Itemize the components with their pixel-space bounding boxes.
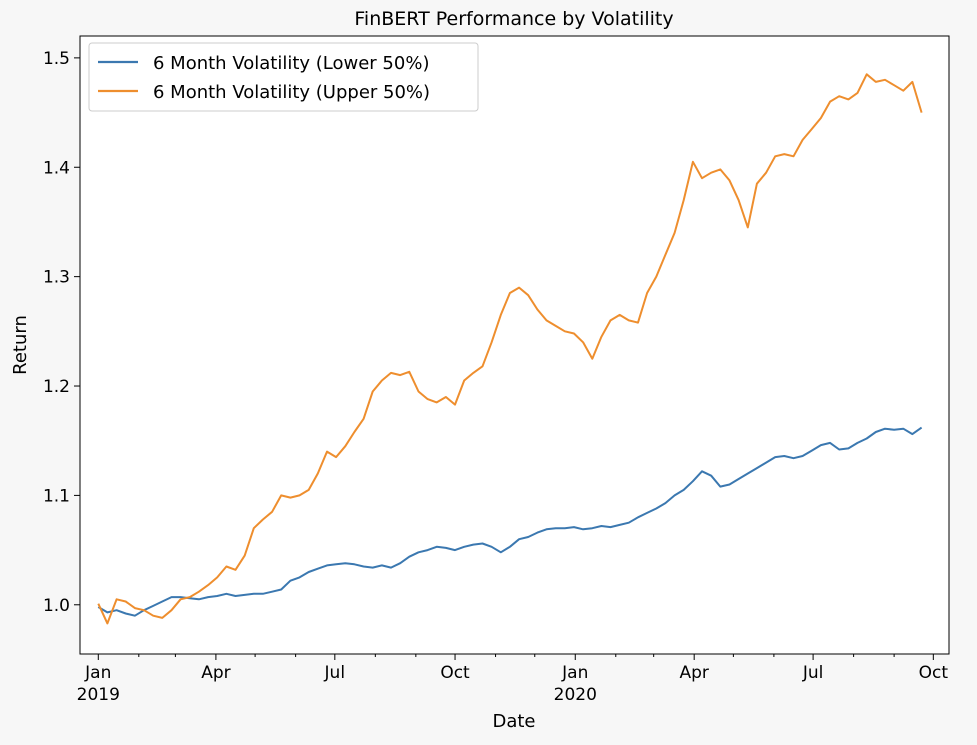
x-tick-label: Jul bbox=[802, 663, 824, 683]
x-tick-label: Apr bbox=[201, 663, 230, 683]
x-tick-label: Oct bbox=[919, 663, 949, 683]
x-tick-label: Oct bbox=[440, 663, 470, 683]
y-tick-label: 1.1 bbox=[43, 486, 70, 506]
y-axis: 1.0 1.1 1.2 1.3 1.4 1.5 bbox=[43, 49, 80, 616]
legend-label-1: 6 Month Volatility (Upper 50%) bbox=[153, 82, 430, 103]
x-axis-label: Date bbox=[492, 711, 535, 732]
series-line-1 bbox=[97, 73, 923, 625]
legend-label-0: 6 Month Volatility (Lower 50%) bbox=[153, 53, 429, 74]
y-tick-label: 1.3 bbox=[43, 268, 70, 288]
series-line-0 bbox=[97, 426, 923, 617]
y-tick-label: 1.2 bbox=[43, 377, 70, 397]
x-tick-label: Apr bbox=[679, 663, 708, 683]
y-tick-label: 1.5 bbox=[43, 49, 70, 69]
x-tick-year-label: 2019 bbox=[77, 685, 120, 705]
y-tick-label: 1.4 bbox=[43, 158, 70, 178]
series-lines bbox=[97, 73, 923, 625]
x-tick-label: Jan bbox=[84, 663, 111, 683]
legend: 6 Month Volatility (Lower 50%) 6 Month Vo… bbox=[88, 42, 479, 112]
legend-box bbox=[88, 42, 479, 112]
x-tick-year-label: 2020 bbox=[554, 685, 597, 705]
plot-area bbox=[79, 35, 950, 655]
x-tick-label: Jul bbox=[324, 663, 346, 683]
y-axis-label: Return bbox=[10, 315, 31, 375]
y-tick-label: 1.0 bbox=[43, 596, 70, 616]
x-tick-label: Jan bbox=[561, 663, 588, 683]
chart-title: FinBERT Performance by Volatility bbox=[354, 8, 673, 30]
